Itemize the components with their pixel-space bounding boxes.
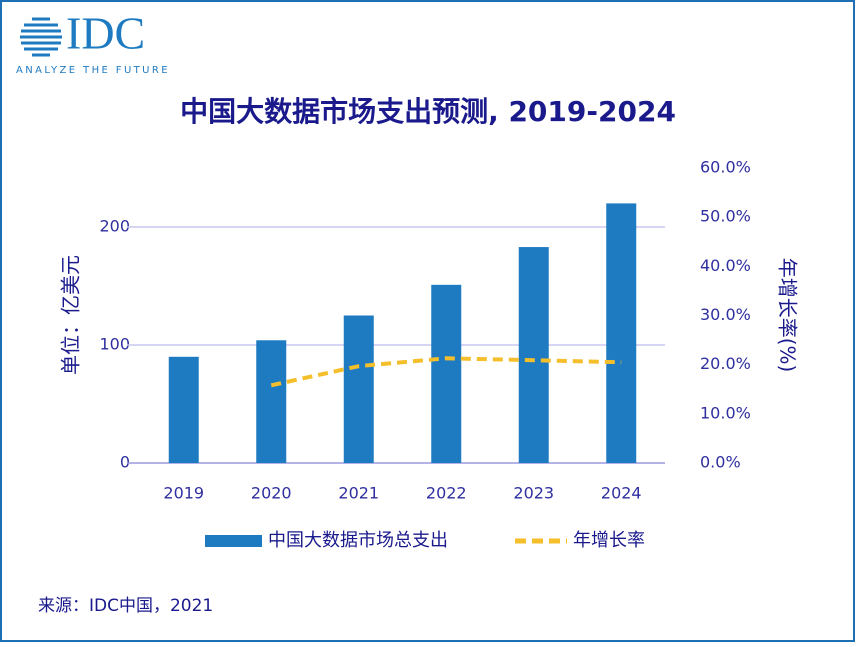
bar — [518, 247, 549, 463]
bar — [168, 356, 199, 463]
chart-title: 中国大数据市场支出预测, 2019-2024 — [180, 95, 676, 128]
logo-tagline: ANALYZE THE FUTURE — [16, 65, 170, 76]
logo-name: IDC — [66, 8, 145, 59]
bar — [431, 284, 462, 463]
x-tick-label: 2024 — [601, 484, 642, 503]
y2-tick-label: 60.0% — [700, 158, 751, 177]
logo-globe — [20, 17, 62, 57]
y-tick-label: 100 — [99, 335, 130, 354]
bar — [606, 203, 637, 463]
y2-tick-label: 40.0% — [700, 256, 751, 275]
legend-label: 中国大数据市场总支出 — [268, 530, 448, 551]
x-tick-label: 2023 — [513, 484, 554, 503]
y2-axis-title: 年增长率(%) — [776, 258, 800, 373]
legend-label: 年增长率 — [573, 530, 645, 551]
y2-tick-label: 20.0% — [700, 354, 751, 373]
bar — [256, 340, 287, 463]
y2-tick-label: 30.0% — [700, 305, 751, 324]
y-tick-label: 0 — [120, 453, 130, 472]
x-tick-label: 2021 — [338, 484, 379, 503]
x-tick-label: 2022 — [426, 484, 467, 503]
y-axis-title: 单位：亿美元 — [59, 255, 83, 375]
legend-swatch — [205, 535, 262, 547]
x-tick-label: 2019 — [163, 484, 204, 503]
line-series — [270, 356, 622, 388]
source: 来源：IDC中国，2021 — [38, 596, 213, 616]
y-tick-label: 200 — [99, 217, 130, 236]
x-tick-label: 2020 — [251, 484, 292, 503]
y2-tick-label: 50.0% — [700, 207, 751, 226]
bar — [343, 315, 374, 463]
y2-tick-label: 0.0% — [700, 453, 741, 472]
y2-tick-label: 10.0% — [700, 403, 751, 422]
